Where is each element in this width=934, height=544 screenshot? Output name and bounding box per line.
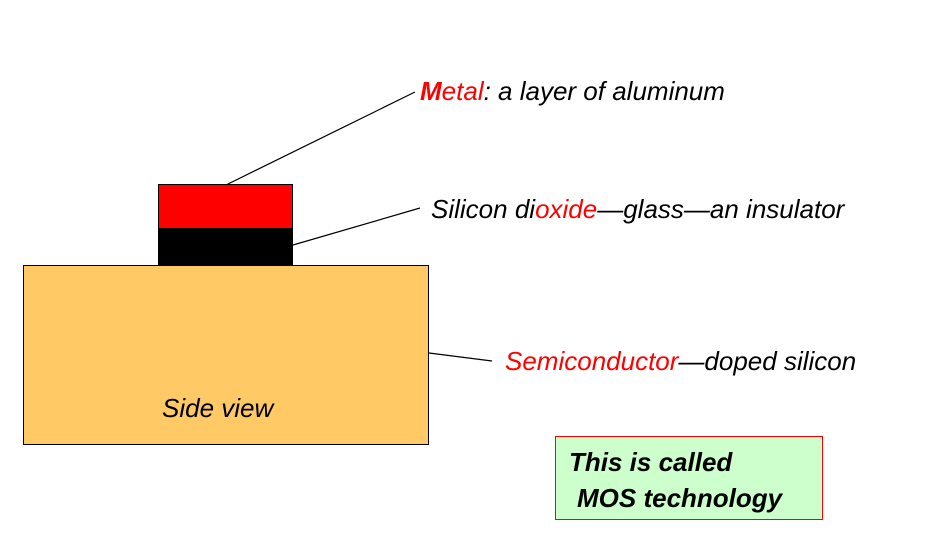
silicon-dioxide-layer (158, 229, 293, 266)
oxide-label-highlight: oxide (535, 194, 598, 224)
metal-label-initial: M (420, 76, 442, 106)
side-view-label: Side view (162, 393, 274, 423)
semiconductor-leader-line (428, 352, 493, 362)
metal-label: Metal: a layer of aluminum (420, 78, 725, 104)
oxide-label-prefix: Silicon di (431, 194, 536, 224)
oxide-leader-line (292, 207, 421, 246)
semiconductor-label: Semiconductor—doped silicon (505, 348, 856, 374)
oxide-label-description: —glass—an insulator (597, 194, 845, 224)
metal-label-description: : a layer of aluminum (483, 76, 725, 106)
semiconductor-substrate (23, 265, 429, 445)
mos-callout-line-2: MOS technology (577, 483, 783, 513)
semiconductor-label-highlight: Semiconductor (505, 346, 679, 376)
metal-leader-line (225, 91, 416, 186)
metal-label-rest: etal (441, 76, 484, 106)
metal-layer (158, 184, 293, 229)
oxide-label: Silicon dioxide—glass—an insulator (431, 196, 844, 222)
mos-callout-box (555, 436, 823, 520)
mos-callout-line-1: This is called (569, 447, 733, 477)
semiconductor-label-description: —doped silicon (678, 346, 857, 376)
